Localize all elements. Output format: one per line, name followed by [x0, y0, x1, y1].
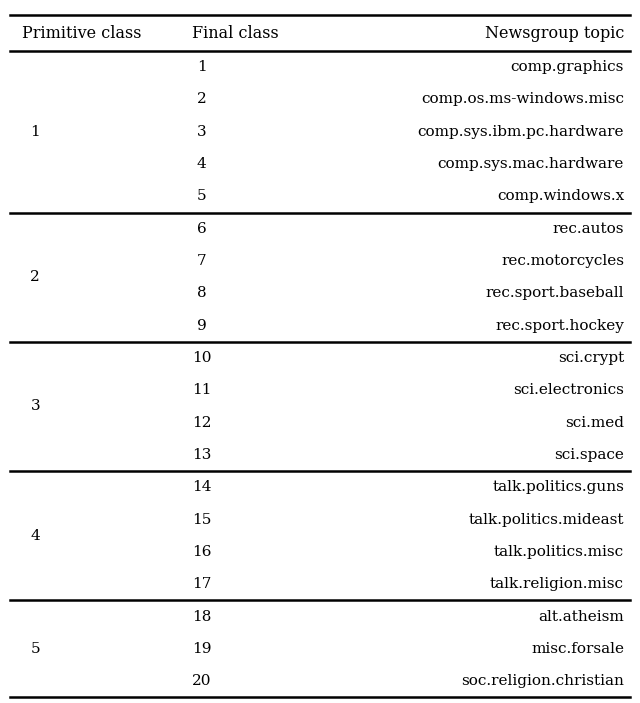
Text: 2: 2: [196, 92, 207, 106]
Text: 2: 2: [30, 270, 40, 284]
Text: rec.motorcycles: rec.motorcycles: [501, 254, 624, 268]
Text: 1: 1: [196, 60, 207, 74]
Text: comp.windows.x: comp.windows.x: [497, 189, 624, 203]
Text: comp.sys.mac.hardware: comp.sys.mac.hardware: [438, 157, 624, 171]
Text: 6: 6: [196, 221, 207, 236]
Text: 16: 16: [192, 545, 211, 559]
Text: 3: 3: [30, 399, 40, 413]
Text: 3: 3: [196, 124, 207, 138]
Text: 20: 20: [192, 674, 211, 688]
Text: 14: 14: [192, 480, 211, 494]
Text: rec.autos: rec.autos: [552, 221, 624, 236]
Text: comp.sys.ibm.pc.hardware: comp.sys.ibm.pc.hardware: [417, 124, 624, 138]
Text: Primitive class: Primitive class: [22, 25, 142, 41]
Text: talk.religion.misc: talk.religion.misc: [490, 577, 624, 591]
Text: 10: 10: [192, 351, 211, 365]
Text: 17: 17: [192, 577, 211, 591]
Text: talk.politics.mideast: talk.politics.mideast: [468, 512, 624, 527]
Text: 9: 9: [196, 318, 207, 333]
Text: rec.sport.baseball: rec.sport.baseball: [486, 286, 624, 300]
Text: 5: 5: [30, 642, 40, 656]
Text: 19: 19: [192, 642, 211, 656]
Text: Newsgroup topic: Newsgroup topic: [484, 25, 624, 41]
Text: sci.electronics: sci.electronics: [513, 383, 624, 397]
Text: 15: 15: [192, 512, 211, 527]
Text: Final class: Final class: [192, 25, 279, 41]
Text: 4: 4: [30, 529, 40, 543]
Text: 4: 4: [196, 157, 207, 171]
Text: comp.graphics: comp.graphics: [511, 60, 624, 74]
Text: 1: 1: [30, 124, 40, 138]
Text: alt.atheism: alt.atheism: [538, 610, 624, 624]
Text: 11: 11: [192, 383, 211, 397]
Text: comp.os.ms-windows.misc: comp.os.ms-windows.misc: [421, 92, 624, 106]
Text: rec.sport.hockey: rec.sport.hockey: [495, 318, 624, 333]
Text: misc.forsale: misc.forsale: [531, 642, 624, 656]
Text: talk.politics.misc: talk.politics.misc: [494, 545, 624, 559]
Text: 5: 5: [196, 189, 207, 203]
Text: sci.med: sci.med: [565, 415, 624, 430]
Text: soc.religion.christian: soc.religion.christian: [461, 674, 624, 688]
Text: talk.politics.guns: talk.politics.guns: [492, 480, 624, 494]
Text: 7: 7: [196, 254, 207, 268]
Text: sci.crypt: sci.crypt: [557, 351, 624, 365]
Text: 18: 18: [192, 610, 211, 624]
Text: 12: 12: [192, 415, 211, 430]
Text: 13: 13: [192, 448, 211, 462]
Text: sci.space: sci.space: [554, 448, 624, 462]
Text: 8: 8: [196, 286, 207, 300]
